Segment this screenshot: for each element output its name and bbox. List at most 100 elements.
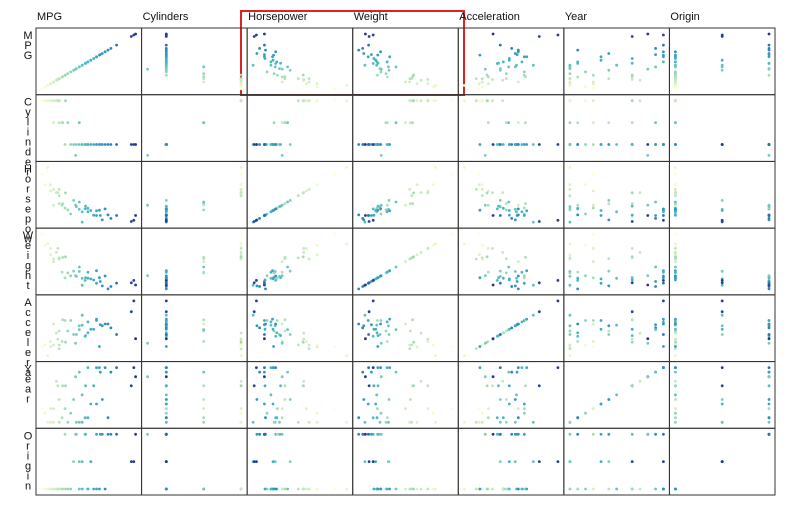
point	[599, 327, 603, 331]
point	[379, 67, 383, 71]
point	[477, 87, 481, 91]
point	[507, 460, 511, 463]
point	[486, 247, 490, 250]
point	[52, 121, 55, 124]
point	[654, 200, 657, 204]
point	[515, 63, 518, 67]
point	[654, 370, 657, 374]
point	[516, 322, 520, 326]
point	[556, 218, 560, 222]
point	[367, 460, 371, 463]
point	[674, 143, 677, 146]
point	[434, 242, 437, 246]
point	[239, 87, 243, 91]
point	[486, 416, 490, 420]
point	[662, 207, 665, 211]
point	[478, 345, 482, 348]
point	[202, 384, 206, 388]
point	[69, 319, 73, 322]
point	[495, 207, 499, 211]
point	[273, 460, 277, 463]
point	[115, 43, 118, 47]
point	[576, 322, 580, 326]
point	[568, 72, 572, 75]
point	[275, 407, 279, 410]
point	[537, 310, 541, 314]
point	[646, 143, 650, 146]
point	[720, 333, 724, 336]
point	[279, 143, 282, 146]
point	[474, 77, 478, 80]
point	[483, 274, 487, 277]
cell	[352, 27, 459, 96]
point	[674, 50, 677, 54]
point	[307, 77, 311, 80]
point	[64, 384, 67, 388]
cell	[35, 94, 143, 162]
point	[408, 343, 412, 347]
point	[662, 281, 665, 285]
point	[46, 242, 50, 246]
point	[591, 432, 595, 436]
point	[495, 416, 499, 420]
point	[537, 143, 541, 146]
point	[654, 217, 657, 220]
point	[283, 77, 287, 80]
point	[525, 317, 529, 321]
point	[599, 402, 603, 406]
point	[556, 279, 560, 282]
point	[333, 487, 337, 491]
point	[77, 200, 81, 204]
point	[516, 207, 520, 211]
point	[434, 487, 437, 491]
point	[599, 277, 603, 281]
point	[146, 341, 150, 345]
point	[497, 204, 500, 208]
point	[412, 191, 415, 195]
point	[106, 432, 110, 436]
point	[103, 274, 107, 278]
point	[57, 194, 61, 198]
point	[385, 60, 389, 64]
point	[288, 68, 292, 72]
point	[525, 143, 529, 146]
point	[263, 32, 266, 36]
point	[307, 420, 311, 424]
point	[646, 337, 650, 341]
point	[591, 340, 595, 343]
point	[269, 487, 273, 491]
point	[98, 370, 102, 374]
point	[379, 487, 382, 491]
point	[568, 487, 572, 491]
point	[462, 487, 466, 491]
point	[767, 67, 771, 71]
point	[522, 281, 526, 285]
point	[280, 274, 284, 277]
point	[305, 189, 308, 193]
point	[132, 33, 136, 37]
point	[501, 251, 505, 254]
point	[630, 487, 634, 491]
point	[654, 323, 657, 327]
point	[515, 393, 518, 397]
point	[516, 407, 520, 410]
point	[379, 207, 382, 211]
point	[263, 323, 266, 327]
point	[412, 487, 415, 491]
point	[132, 460, 136, 463]
point	[513, 420, 517, 424]
point	[280, 407, 284, 410]
point	[504, 208, 508, 212]
point	[474, 347, 478, 350]
point	[498, 333, 502, 336]
point	[379, 341, 383, 345]
point	[372, 487, 376, 491]
cell	[246, 160, 354, 229]
point	[272, 143, 275, 146]
cell	[563, 427, 670, 496]
point	[279, 334, 282, 337]
point	[49, 407, 52, 410]
point	[474, 188, 478, 191]
point	[302, 331, 306, 335]
point	[419, 191, 423, 195]
